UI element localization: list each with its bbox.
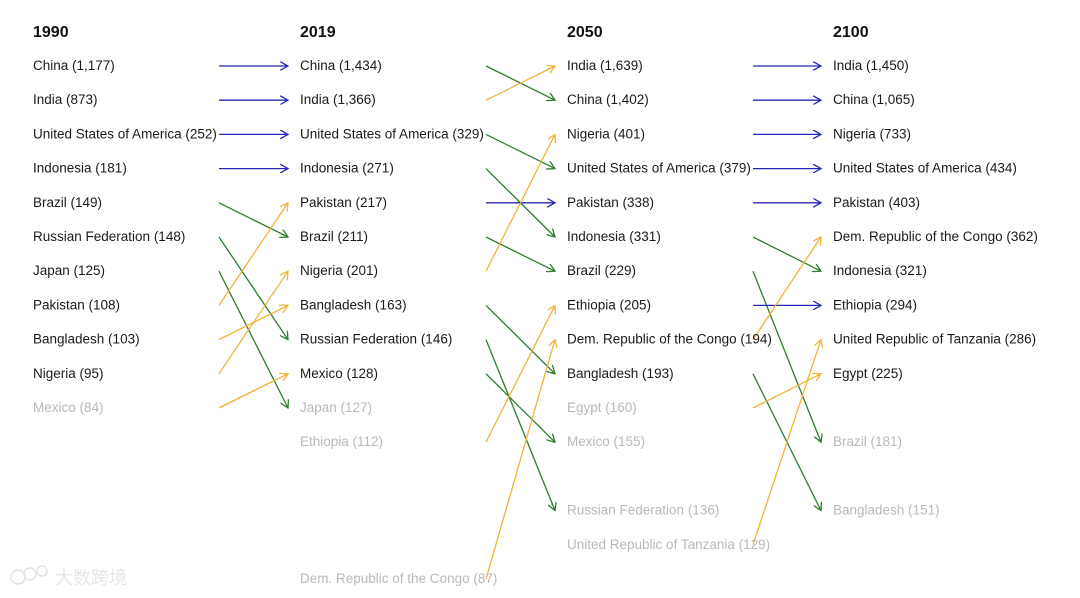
arrow-1990-2019-nigeria	[218, 271, 288, 375]
label-2100-india: India (1,450)	[833, 58, 909, 73]
label-1990-china: China (1,177)	[33, 58, 115, 73]
label-2100-united-republic-of-tanzania: United Republic of Tanzania (286)	[833, 332, 1036, 347]
arrows-layer	[218, 66, 821, 580]
arrow-2019-2050-russian-federation	[485, 339, 555, 511]
arrow-2050-2100-dem-republic-of-the-congo	[752, 237, 821, 340]
arrow-2050-2100-brazil	[752, 270, 821, 442]
label-1990-indonesia: Indonesia (181)	[33, 161, 127, 176]
arrow-2019-2050-brazil	[485, 236, 555, 271]
column-title-2050: 2050	[567, 24, 603, 41]
label-2050-bangladesh: Bangladesh (193)	[567, 366, 674, 381]
label-1990-pakistan: Pakistan (108)	[33, 297, 120, 312]
label-2100-pakistan: Pakistan (403)	[833, 195, 920, 210]
arrow-1990-2019-brazil	[218, 202, 288, 237]
label-2019-indonesia: Indonesia (271)	[300, 161, 394, 176]
arrow-1990-2019-japan	[218, 270, 288, 408]
label-2019-pakistan: Pakistan (217)	[300, 195, 387, 210]
label-2019-brazil: Brazil (211)	[300, 229, 368, 244]
label-1990-nigeria: Nigeria (95)	[33, 366, 104, 381]
arrow-2050-2100-egypt	[752, 374, 821, 409]
arrow-2050-2100-united-republic-of-tanzania	[752, 340, 821, 546]
watermark-logo-icon	[10, 565, 48, 585]
arrow-2019-2050-dem-republic-of-the-congo	[485, 340, 555, 580]
label-2050-egypt: Egypt (160)	[567, 400, 637, 415]
column-title-2100: 2100	[833, 24, 869, 41]
arrow-2019-2050-ethiopia	[485, 305, 555, 443]
label-2019-china: China (1,434)	[300, 58, 382, 73]
label-1990-japan: Japan (125)	[33, 263, 105, 278]
arrow-2050-2100-indonesia	[752, 236, 821, 271]
label-2019-japan: Japan (127)	[300, 400, 372, 415]
column-title-2019: 2019	[300, 24, 336, 41]
arrow-1990-2019-mexico	[218, 374, 288, 409]
label-2050-pakistan: Pakistan (338)	[567, 195, 654, 210]
label-2019-india: India (1,366)	[300, 92, 376, 107]
label-2100-brazil: Brazil (181)	[833, 434, 902, 449]
label-2050-india: India (1,639)	[567, 58, 643, 73]
label-2019-united-states-of-america: United States of America (329)	[300, 126, 484, 141]
label-2050-mexico: Mexico (155)	[567, 434, 645, 449]
label-2100-united-states-of-america: United States of America (434)	[833, 161, 1017, 176]
arrow-2019-2050-nigeria	[485, 134, 555, 272]
label-1990-united-states-of-america: United States of America (252)	[33, 126, 217, 141]
watermark: 大数跨境	[10, 565, 127, 589]
label-2100-dem-republic-of-the-congo: Dem. Republic of the Congo (362)	[833, 229, 1038, 244]
label-2050-china: China (1,402)	[567, 92, 649, 107]
label-2019-dem-republic-of-the-congo: Dem. Republic of the Congo (87)	[300, 571, 497, 586]
column-title-1990: 1990	[33, 24, 69, 41]
label-2100-nigeria: Nigeria (733)	[833, 126, 911, 141]
arrow-1990-2019-russian-federation	[218, 236, 288, 340]
watermark-text: 大数跨境	[55, 568, 127, 589]
label-2050-dem-republic-of-the-congo: Dem. Republic of the Congo (194)	[567, 332, 772, 347]
label-2100-ethiopia: Ethiopia (294)	[833, 297, 917, 312]
arrow-2019-2050-india	[485, 66, 555, 101]
label-2050-united-republic-of-tanzania: United Republic of Tanzania (129)	[567, 537, 770, 552]
arrow-2019-2050-bangladesh	[485, 304, 555, 373]
label-2019-ethiopia: Ethiopia (112)	[300, 434, 383, 449]
label-1990-brazil: Brazil (149)	[33, 195, 102, 210]
label-1990-mexico: Mexico (84)	[33, 400, 104, 415]
label-2050-russian-federation: Russian Federation (136)	[567, 503, 719, 518]
label-2019-nigeria: Nigeria (201)	[300, 263, 378, 278]
label-2019-bangladesh: Bangladesh (163)	[300, 297, 407, 312]
label-1990-india: India (873)	[33, 92, 98, 107]
label-2100-china: China (1,065)	[833, 92, 915, 107]
label-2100-egypt: Egypt (225)	[833, 366, 903, 381]
label-1990-russian-federation: Russian Federation (148)	[33, 229, 185, 244]
label-2019-russian-federation: Russian Federation (146)	[300, 332, 452, 347]
label-2050-brazil: Brazil (229)	[567, 263, 636, 278]
label-2050-united-states-of-america: United States of America (379)	[567, 161, 751, 176]
label-2019-mexico: Mexico (128)	[300, 366, 378, 381]
label-1990-bangladesh: Bangladesh (103)	[33, 332, 140, 347]
label-2100-indonesia: Indonesia (321)	[833, 263, 927, 278]
label-2050-ethiopia: Ethiopia (205)	[567, 297, 651, 312]
arrow-1990-2019-pakistan	[218, 203, 288, 306]
label-2050-nigeria: Nigeria (401)	[567, 126, 645, 141]
labels-layer: 1990 China (1,177) India (873) United State…	[33, 24, 1038, 586]
label-2050-indonesia: Indonesia (331)	[567, 229, 661, 244]
arrow-2019-2050-united-states-of-america	[485, 133, 555, 168]
arrow-2019-2050-mexico	[485, 373, 555, 442]
label-2100-bangladesh: Bangladesh (151)	[833, 503, 940, 518]
